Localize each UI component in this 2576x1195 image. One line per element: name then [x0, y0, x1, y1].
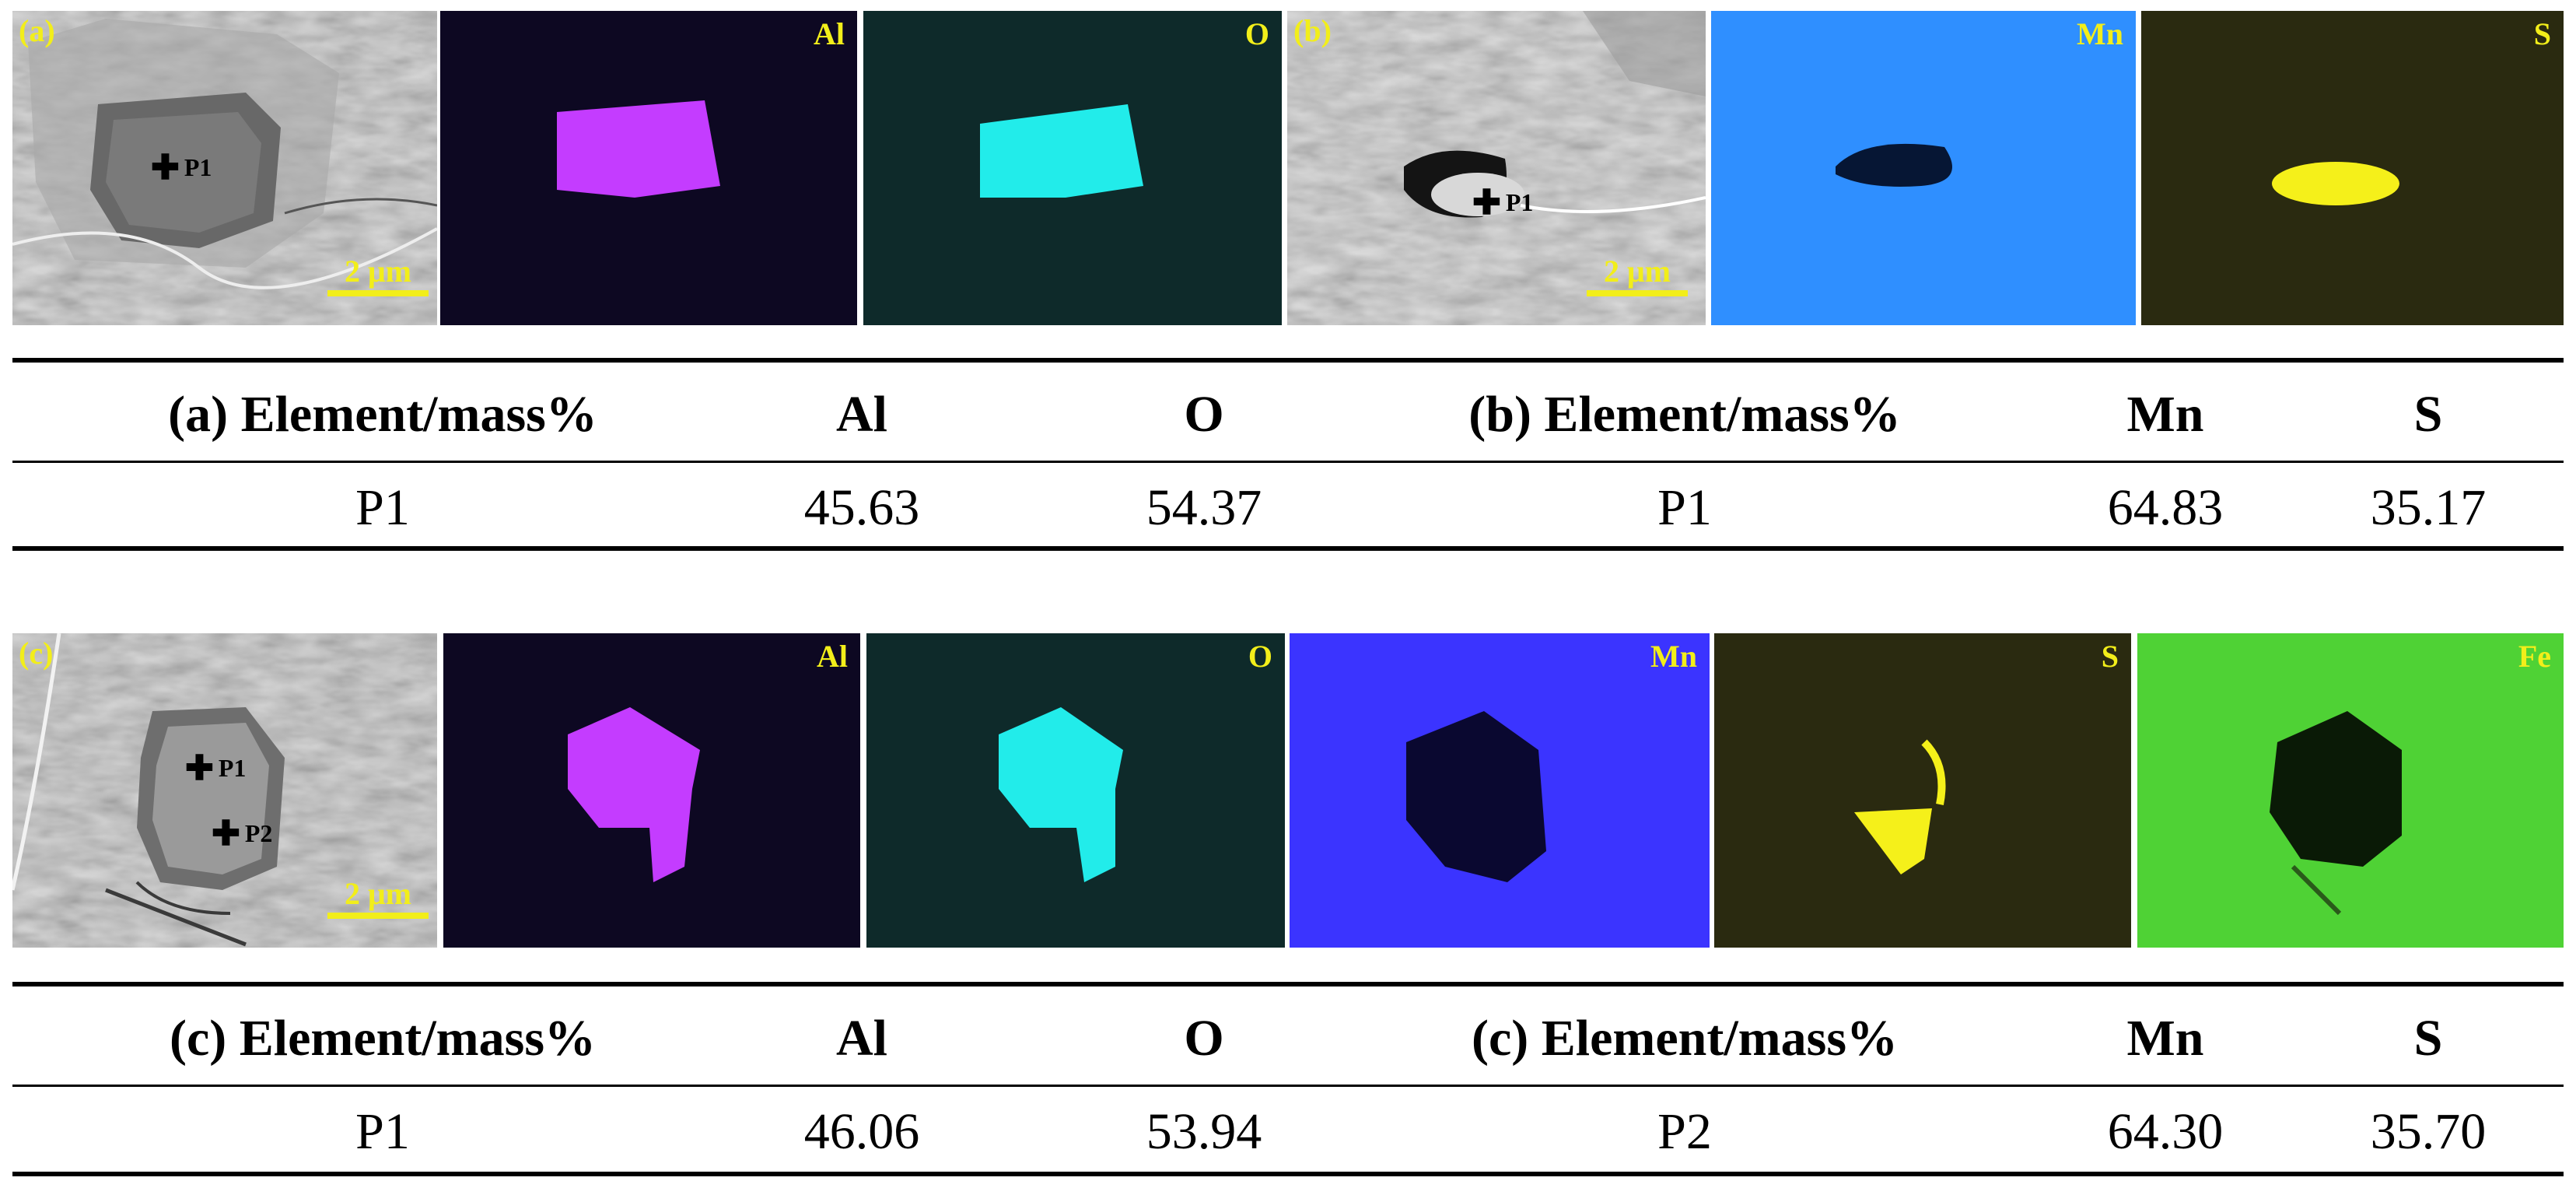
table-header: S	[2413, 386, 2443, 443]
eds-map-c-al: Al	[443, 633, 860, 948]
element-label: S	[2533, 16, 2551, 51]
eds-map-c-o: O	[866, 633, 1285, 948]
cross-icon: ✚	[1472, 184, 1501, 222]
scale-bar: 2 μm	[1587, 256, 1688, 296]
table-rule	[12, 461, 2564, 463]
table-header: S	[2413, 1010, 2443, 1067]
table-header: (c) Element/mass%	[1471, 1010, 1899, 1067]
table-rule	[12, 358, 2564, 363]
eds-map-c-s: S	[1714, 633, 2131, 948]
sem-image-a: (a) ✚ P1 2 μm	[12, 11, 437, 325]
table-header: (b) Element/mass%	[1468, 386, 1901, 443]
table-header: Mn	[2126, 1010, 2204, 1067]
eds-map-b-mn: Mn	[1711, 11, 2136, 325]
element-label: Fe	[2518, 639, 2551, 674]
panel-label-c: (c)	[19, 636, 54, 671]
scale-bar: 2 μm	[327, 878, 429, 919]
panel-label-a: (a)	[19, 13, 55, 48]
panel-label-b: (b)	[1293, 13, 1332, 48]
table-cell: 45.63	[803, 479, 920, 536]
element-label: Mn	[2077, 16, 2123, 51]
table-header: Mn	[2126, 386, 2204, 443]
s-signal-region	[2272, 162, 2399, 205]
table-header: Al	[836, 1010, 887, 1067]
table-cell: 46.06	[803, 1103, 920, 1160]
o-signal-region	[999, 707, 1123, 882]
element-label: O	[1244, 16, 1269, 51]
o-signal-region	[980, 104, 1143, 198]
element-label: O	[1248, 639, 1272, 674]
table-rule	[12, 1085, 2564, 1087]
table-header: O	[1184, 1010, 1224, 1067]
table-header: Al	[836, 386, 887, 443]
table-rule	[12, 546, 2564, 551]
element-label: Al	[814, 16, 845, 51]
table-rule	[12, 982, 2564, 986]
table-cell: 35.17	[2370, 479, 2487, 536]
table-header: O	[1184, 386, 1224, 443]
table-cell: P1	[1657, 479, 1712, 536]
eds-map-c-mn: Mn	[1290, 633, 1710, 948]
element-label: S	[2101, 639, 2119, 674]
sem-image-b: (b) ✚ P1 2 μm	[1287, 11, 1706, 325]
table-cell: 64.30	[2107, 1103, 2224, 1160]
point-marker-p1: ✚ P1	[1472, 184, 1534, 222]
table-rule	[12, 1172, 2564, 1176]
point-marker-p1: ✚ P1	[151, 149, 212, 187]
eds-map-b-s: S	[2141, 11, 2564, 325]
al-signal-region	[568, 707, 700, 882]
composition-table-top: (a) Element/mass% Al O (b) Element/mass%…	[12, 358, 2564, 560]
table-header: (c) Element/mass%	[169, 1010, 597, 1067]
eds-map-c-fe: Fe	[2137, 633, 2564, 948]
cross-icon: ✚	[212, 815, 240, 853]
table-cell: P1	[355, 1103, 410, 1160]
table-cell: 54.37	[1146, 479, 1262, 536]
s-signal-region	[1854, 808, 1932, 874]
table-header: (a) Element/mass%	[168, 386, 597, 443]
point-marker-p2: ✚ P2	[212, 815, 273, 853]
cross-icon: ✚	[151, 149, 180, 187]
point-marker-p1: ✚ P1	[185, 749, 247, 787]
composition-table-bottom: (c) Element/mass% Al O (c) Element/mass%…	[12, 982, 2564, 1186]
table-cell: 35.70	[2370, 1103, 2487, 1160]
table-cell: P2	[1657, 1103, 1712, 1160]
element-label: Mn	[1650, 639, 1697, 674]
table-cell: P1	[355, 479, 410, 536]
eds-map-a-al: Al	[440, 11, 857, 325]
element-label: Al	[817, 639, 848, 674]
table-cell: 64.83	[2107, 479, 2224, 536]
scale-bar: 2 μm	[327, 256, 429, 296]
cross-icon: ✚	[185, 749, 214, 787]
sem-image-c: (c) ✚ P1 ✚ P2 2 μm	[12, 633, 437, 948]
table-cell: 53.94	[1146, 1103, 1262, 1160]
eds-map-a-o: O	[863, 11, 1282, 325]
al-signal-region	[557, 100, 720, 198]
